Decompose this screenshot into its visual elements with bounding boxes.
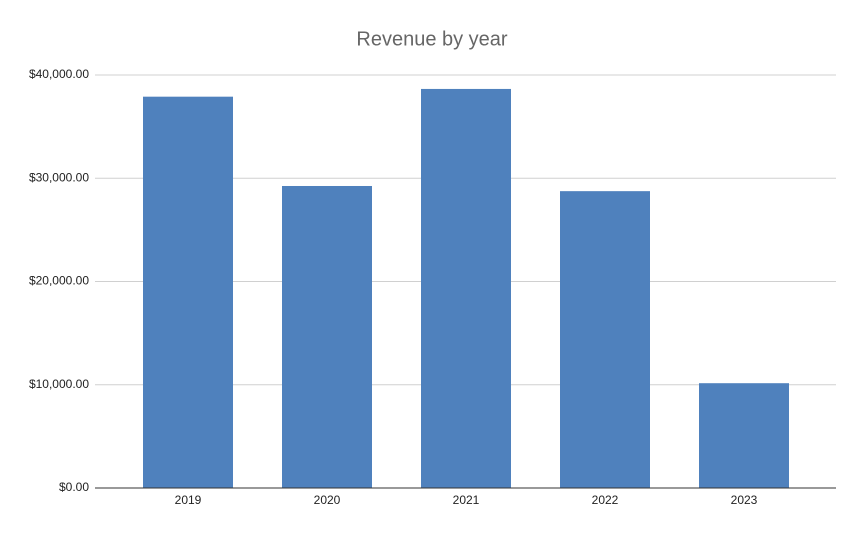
- x-tick-label: 2023: [731, 493, 758, 507]
- y-tick-label: $30,000.00: [29, 170, 89, 184]
- y-tick-label: $40,000.00: [29, 67, 89, 81]
- bar: [421, 88, 511, 488]
- bar: [699, 383, 789, 488]
- x-tick-label: 2020: [314, 493, 341, 507]
- x-tick-label: 2022: [592, 493, 619, 507]
- y-tick-label: $10,000.00: [29, 377, 89, 391]
- x-tick-label: 2021: [453, 493, 480, 507]
- bar: [282, 185, 372, 488]
- chart-title: Revenue by year: [356, 28, 508, 50]
- bar: [143, 96, 233, 489]
- y-tick-label: $20,000.00: [29, 274, 89, 288]
- bar: [560, 191, 650, 488]
- y-tick-label: $0.00: [59, 480, 89, 494]
- x-tick-label: 2019: [175, 493, 202, 507]
